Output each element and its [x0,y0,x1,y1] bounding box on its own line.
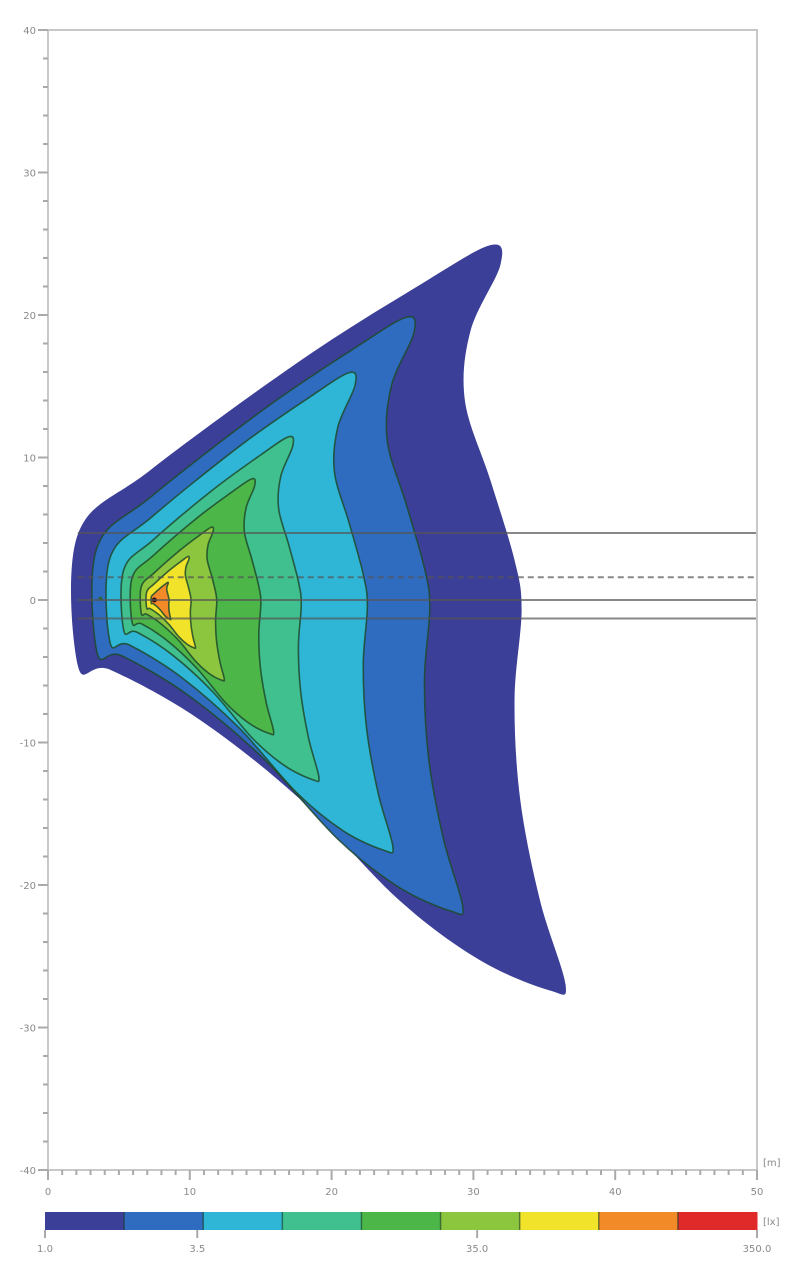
x-tick-label: 40 [609,1187,622,1198]
colorbar-segment-1 [124,1212,204,1230]
colorbar-segment-8 [677,1212,758,1230]
y-tick-label: -10 [20,739,36,750]
y-tick-label: -30 [20,1024,36,1035]
colorbar-segment-4 [361,1212,442,1230]
y-tick-label: 20 [23,311,36,322]
colorbar-segment-6 [519,1212,600,1230]
colorbar-segment-2 [203,1212,283,1230]
x-axis-unit: [m] [763,1158,781,1169]
x-tick-label: 30 [467,1187,480,1198]
contour-fills [70,244,566,995]
x-tick-label: 10 [183,1187,196,1198]
y-tick-label: 10 [23,454,36,465]
colorbar-tick-label: 3.5 [189,1244,205,1255]
colorbar-tick-label: 1.0 [37,1244,53,1255]
x-tick-label: 0 [45,1187,51,1198]
y-tick-label: 0 [30,596,36,607]
reference-lines [77,532,757,620]
colorbar-segment-5 [440,1212,521,1230]
colorbar: 1.0 3.5 35.0 350.0 [lx] [37,1212,780,1255]
y-tick-label: -40 [20,1166,36,1177]
y-tick-label: -20 [20,881,36,892]
colorbar-segment-3 [282,1212,362,1230]
colorbar-tick-label: 350.0 [743,1244,772,1255]
colorbar-segment-7 [598,1212,679,1230]
x-tick-label: 20 [325,1187,338,1198]
colorbar-tick-label: 35.0 [466,1244,488,1255]
colorbar-unit: [lx] [763,1217,780,1228]
y-tick-label: 30 [23,169,36,180]
y-tick-label: 40 [23,26,36,37]
axes: 40 30 20 10 0 -10 -20 -30 -40 0 10 20 30 40 50 [m] [20,26,781,1198]
contour-level-6 [145,555,197,650]
x-tick-label: 50 [751,1187,764,1198]
colorbar-segment-0 [45,1212,125,1230]
